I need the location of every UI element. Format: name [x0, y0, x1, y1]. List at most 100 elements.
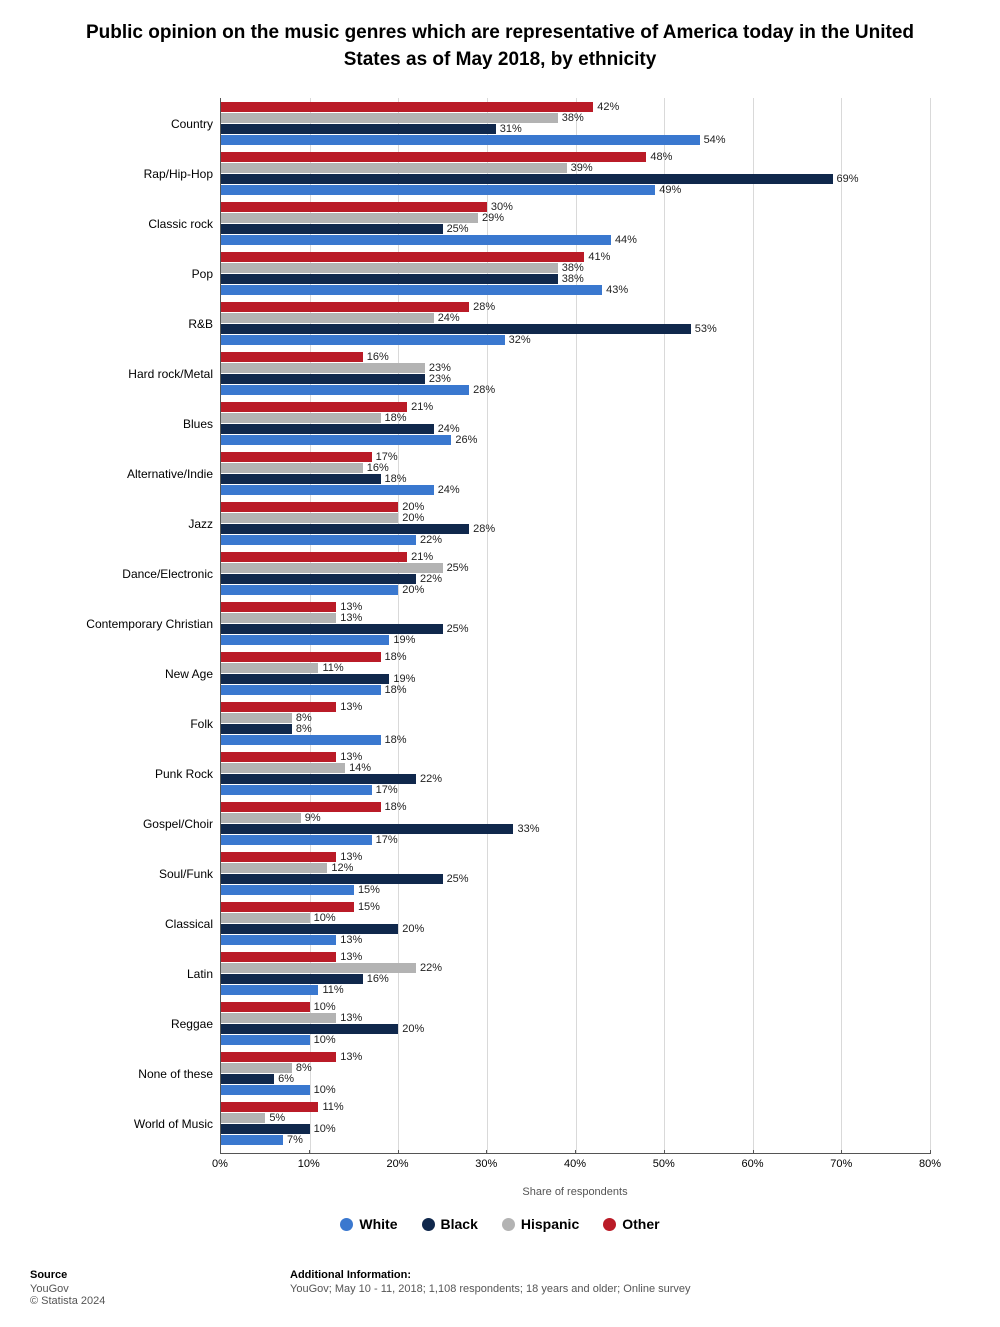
bar-value-label: 23%: [425, 363, 451, 373]
bar: 15%: [221, 902, 354, 912]
bar: 20%: [221, 513, 398, 523]
chart-plot-area: Country54%31%38%42%Rap/Hip-Hop49%69%39%4…: [220, 98, 930, 1154]
x-tick-mark: [753, 1150, 754, 1154]
bar-value-label: 21%: [407, 552, 433, 562]
x-tick-mark: [841, 1150, 842, 1154]
bar: 20%: [221, 585, 398, 595]
bar: 13%: [221, 752, 336, 762]
bar: 12%: [221, 863, 327, 873]
legend-item: Black: [422, 1216, 478, 1232]
bar-value-label: 24%: [434, 485, 460, 495]
bar: 13%: [221, 613, 336, 623]
bar: 20%: [221, 924, 398, 934]
bar: 10%: [221, 1002, 310, 1012]
bar-value-label: 18%: [381, 474, 407, 484]
bar-value-label: 17%: [372, 835, 398, 845]
bar: 49%: [221, 185, 655, 195]
x-tick-label: 20%: [386, 1158, 408, 1170]
legend-label: Hispanic: [521, 1216, 579, 1232]
category-group: Punk Rock17%22%14%13%: [221, 752, 930, 802]
bar-value-label: 33%: [513, 824, 539, 834]
bar-value-label: 30%: [487, 202, 513, 212]
bar-value-label: 53%: [691, 324, 717, 334]
bar-value-label: 11%: [318, 663, 343, 673]
bar: 8%: [221, 724, 292, 734]
x-axis-label: Share of respondents: [220, 1186, 930, 1198]
category-group: Jazz22%28%20%20%: [221, 502, 930, 552]
category-label: Gospel/Choir: [36, 817, 221, 831]
bar-value-label: 16%: [363, 352, 389, 362]
bar-value-label: 22%: [416, 963, 442, 973]
category-group: Soul/Funk15%25%12%13%: [221, 852, 930, 902]
x-tick-label: 10%: [298, 1158, 320, 1170]
bar-value-label: 19%: [389, 674, 415, 684]
category-group: None of these10%6%8%13%: [221, 1052, 930, 1102]
bar-value-label: 38%: [558, 263, 584, 273]
bar-value-label: 25%: [443, 624, 469, 634]
bar-value-label: 20%: [398, 585, 424, 595]
bar: 24%: [221, 424, 434, 434]
category-label: Rap/Hip-Hop: [36, 167, 221, 181]
bar-value-label: 21%: [407, 402, 433, 412]
bar-value-label: 28%: [469, 385, 495, 395]
category-group: Classic rock44%25%29%30%: [221, 202, 930, 252]
bar: 15%: [221, 885, 354, 895]
category-group: Hard rock/Metal28%23%23%16%: [221, 352, 930, 402]
bar-value-label: 18%: [381, 413, 407, 423]
category-label: Classic rock: [36, 217, 221, 231]
bar-value-label: 13%: [336, 1052, 362, 1062]
bar-value-label: 18%: [381, 735, 407, 745]
bar: 26%: [221, 435, 451, 445]
bar-value-label: 13%: [336, 935, 362, 945]
bar: 18%: [221, 735, 381, 745]
bar: 19%: [221, 635, 389, 645]
bar: 16%: [221, 352, 363, 362]
category-group: Blues26%24%18%21%: [221, 402, 930, 452]
x-tick-label: 50%: [653, 1158, 675, 1170]
bar: 48%: [221, 152, 646, 162]
category-label: Hard rock/Metal: [36, 367, 221, 381]
category-label: Country: [36, 117, 221, 131]
legend-label: White: [359, 1216, 397, 1232]
x-tick-mark: [309, 1150, 310, 1154]
category-group: Rap/Hip-Hop49%69%39%48%: [221, 152, 930, 202]
bar: 18%: [221, 413, 381, 423]
bar: 16%: [221, 463, 363, 473]
legend-swatch: [340, 1218, 353, 1231]
bar-value-label: 31%: [496, 124, 522, 134]
bar-value-label: 25%: [443, 874, 469, 884]
bar-value-label: 14%: [345, 763, 371, 773]
bar-value-label: 18%: [381, 802, 407, 812]
category-group: Gospel/Choir17%33%9%18%: [221, 802, 930, 852]
category-label: Contemporary Christian: [36, 617, 221, 631]
bar: 20%: [221, 1024, 398, 1034]
bar: 31%: [221, 124, 496, 134]
bar: 6%: [221, 1074, 274, 1084]
category-label: Reggae: [36, 1017, 221, 1031]
bar: 11%: [221, 985, 318, 995]
legend-label: Black: [441, 1216, 478, 1232]
category-label: Pop: [36, 267, 221, 281]
bar-value-label: 20%: [398, 1024, 424, 1034]
bar-value-label: 28%: [469, 302, 495, 312]
category-label: World of Music: [36, 1117, 221, 1131]
category-group: Country54%31%38%42%: [221, 102, 930, 152]
legend-item: White: [340, 1216, 397, 1232]
legend-item: Other: [603, 1216, 659, 1232]
category-group: Reggae10%20%13%10%: [221, 1002, 930, 1052]
bar: 13%: [221, 1052, 336, 1062]
legend-label: Other: [622, 1216, 659, 1232]
bar: 38%: [221, 263, 558, 273]
bar: 5%: [221, 1113, 265, 1123]
bar: 25%: [221, 563, 443, 573]
bar-value-label: 48%: [646, 152, 672, 162]
bar-value-label: 8%: [292, 1063, 312, 1073]
bar-value-label: 13%: [336, 852, 362, 862]
chart-legend: White Black Hispanic Other: [30, 1216, 970, 1234]
bar: 22%: [221, 774, 416, 784]
x-tick-mark: [930, 1150, 931, 1154]
bar: 41%: [221, 252, 584, 262]
bar: 32%: [221, 335, 505, 345]
category-label: Alternative/Indie: [36, 467, 221, 481]
bar: 38%: [221, 274, 558, 284]
